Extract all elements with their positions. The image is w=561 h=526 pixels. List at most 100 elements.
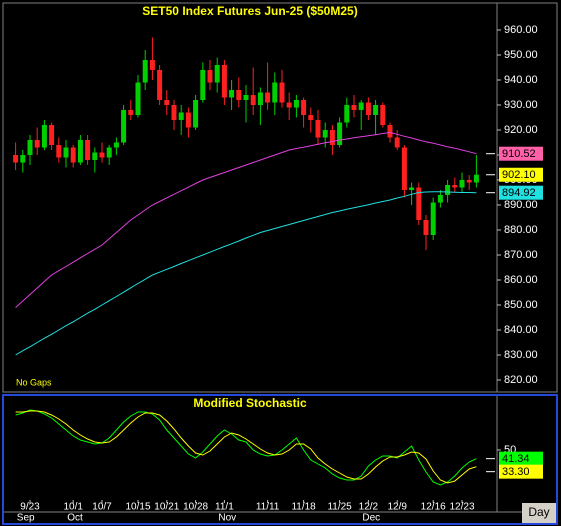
end-label-bg xyxy=(499,464,543,479)
candle-body xyxy=(121,110,127,143)
candle-body xyxy=(56,145,62,158)
candle-body xyxy=(171,105,177,120)
candle-body xyxy=(257,92,263,105)
candle-body xyxy=(351,105,357,110)
y-tick-label: 890.00 xyxy=(504,199,538,211)
candle-body xyxy=(149,60,155,70)
x-tick-label: 9/23 xyxy=(20,502,40,513)
main-panel xyxy=(2,2,558,393)
moving-average xyxy=(15,191,477,356)
last-label-bg xyxy=(499,167,543,182)
y-tick-label: 920.00 xyxy=(504,124,538,136)
end-label-bg xyxy=(499,146,543,161)
moving-average xyxy=(15,131,477,308)
candle-body xyxy=(200,70,206,100)
candle-body xyxy=(466,180,472,183)
x-tick-label: 10/15 xyxy=(125,502,150,513)
end-label: 33.30 xyxy=(502,466,530,478)
last-label: 902.10 xyxy=(502,169,536,181)
x-tick-label: 10/28 xyxy=(183,502,208,513)
stochastic-line xyxy=(15,410,477,484)
candle-body xyxy=(358,102,364,110)
candle-body xyxy=(236,90,242,100)
x-tick-label: 12/23 xyxy=(449,502,474,513)
candle-body xyxy=(337,122,343,145)
end-label-bg xyxy=(499,185,543,200)
candle-body xyxy=(401,147,407,190)
note: No Gaps xyxy=(16,377,52,387)
candle-body xyxy=(99,152,105,158)
candle-body xyxy=(293,100,299,108)
month-label: Dec xyxy=(362,513,380,524)
end-label: 894.92 xyxy=(502,187,536,199)
stochastic-panel xyxy=(2,394,558,525)
candle-body xyxy=(265,92,271,103)
interval-label[interactable]: Day xyxy=(528,505,549,519)
candle-body xyxy=(214,65,220,83)
candle-body xyxy=(207,70,213,83)
candle-body xyxy=(27,140,33,155)
candle-body xyxy=(20,155,26,163)
candle-body xyxy=(70,147,76,163)
y-tick-label: 930.00 xyxy=(504,99,538,111)
candle-body xyxy=(77,140,83,163)
candle-body xyxy=(135,82,141,115)
candle-body xyxy=(49,125,55,145)
end-label-bg xyxy=(499,451,543,466)
y-tick-label: 870.00 xyxy=(504,249,538,261)
candle-body xyxy=(157,70,163,100)
candle-body xyxy=(142,60,148,83)
candle-body xyxy=(409,187,415,190)
candle-body xyxy=(113,142,119,148)
y-tick-label: 940.00 xyxy=(504,74,538,86)
x-tick-label: 11/1 xyxy=(215,502,234,513)
candle-body xyxy=(221,65,227,98)
x-tick-label: 12/2 xyxy=(359,502,379,513)
y-tick-label: 830.00 xyxy=(504,349,538,361)
x-tick-label: 10/7 xyxy=(92,502,112,513)
candle-body xyxy=(279,82,285,103)
candle-body xyxy=(229,90,235,98)
candle-body xyxy=(329,130,335,145)
candle-body xyxy=(286,102,292,108)
candle-body xyxy=(13,155,19,163)
y-tick-label: 960.00 xyxy=(504,24,538,36)
candle-body xyxy=(322,130,328,138)
candle-body xyxy=(178,112,184,120)
y-tick-label: 850.00 xyxy=(504,299,538,311)
candle-body xyxy=(459,180,465,188)
candle-body xyxy=(250,95,256,105)
candle-body xyxy=(308,115,314,120)
y-tick-label: 840.00 xyxy=(504,324,538,336)
x-tick-label: 11/11 xyxy=(256,502,280,513)
candle-body xyxy=(373,105,379,115)
candle-body xyxy=(387,125,393,138)
month-label: Oct xyxy=(67,513,83,524)
candle-body xyxy=(301,100,307,115)
candle-body xyxy=(85,140,91,160)
x-tick-label: 12/9 xyxy=(387,502,407,513)
month-label: Nov xyxy=(218,513,236,524)
candle-body xyxy=(416,187,422,220)
candle-body xyxy=(423,220,429,235)
interval-button[interactable] xyxy=(522,503,556,523)
candle-body xyxy=(41,125,47,148)
candle-body xyxy=(380,105,386,125)
y-tick-label: 860.00 xyxy=(504,274,538,286)
candle-body xyxy=(452,185,458,188)
candle-body xyxy=(344,105,350,123)
end-label: 41.34 xyxy=(502,453,530,465)
candle-body xyxy=(193,100,199,128)
candle-body xyxy=(473,174,479,183)
candle-body xyxy=(128,110,134,115)
candle-body xyxy=(243,95,249,100)
candle-body xyxy=(430,202,436,235)
y-tick-label: 880.00 xyxy=(504,224,538,236)
x-tick-label: 12/16 xyxy=(421,502,446,513)
chart-title: SET50 Index Futures Jun-25 ($50M25) xyxy=(142,4,357,18)
candle-body xyxy=(63,147,69,158)
x-tick-label: 10/21 xyxy=(154,502,179,513)
candle-body xyxy=(437,195,443,203)
